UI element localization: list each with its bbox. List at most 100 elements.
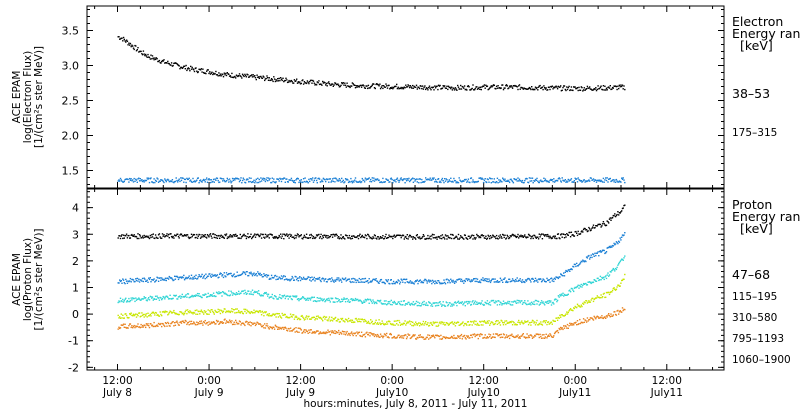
- proton-data-point: [166, 325, 168, 327]
- proton-data-point: [258, 293, 260, 295]
- proton-data-point: [532, 303, 534, 305]
- proton-data-point: [351, 281, 354, 283]
- electron-data-point: [326, 178, 328, 181]
- proton-data-point: [569, 324, 572, 326]
- proton-data-point: [151, 279, 154, 281]
- electron-data-point: [379, 181, 382, 183]
- proton-data-point: [534, 280, 536, 282]
- proton-data-point: [517, 233, 519, 236]
- electron-data-point: [345, 179, 347, 181]
- proton-data-point: [511, 304, 514, 306]
- proton-data-point: [604, 316, 606, 318]
- proton-data-point: [209, 273, 211, 275]
- electron-data-point: [184, 68, 186, 70]
- proton-data-point: [195, 294, 197, 296]
- proton-data-point: [231, 275, 233, 277]
- proton-data-point: [598, 223, 600, 226]
- proton-data-point: [440, 282, 442, 284]
- electron-data-point: [412, 177, 414, 179]
- electron-data-point: [330, 181, 332, 183]
- proton-data-point: [605, 224, 607, 227]
- electron-data-point: [450, 181, 453, 183]
- electron-data-point: [338, 86, 341, 88]
- electron-data-point: [486, 181, 488, 184]
- proton-data-point: [545, 234, 547, 236]
- proton-data-point: [509, 334, 511, 336]
- proton-data-point: [373, 323, 376, 325]
- proton-data-point: [361, 234, 363, 237]
- proton-data-point: [598, 317, 601, 319]
- proton-data-point: [453, 323, 455, 325]
- proton-data-point: [302, 236, 305, 238]
- electron-data-point: [428, 178, 430, 181]
- proton-data-point: [270, 274, 273, 277]
- proton-data-point: [276, 326, 278, 328]
- proton-data-point: [220, 273, 222, 275]
- proton-data-point: [390, 334, 392, 336]
- proton-data-point: [212, 275, 214, 277]
- electron-data-point: [623, 179, 625, 181]
- proton-data-point: [132, 278, 134, 281]
- proton-data-point: [241, 322, 244, 324]
- electron-data-point: [516, 86, 518, 88]
- proton-data-point: [385, 233, 387, 236]
- proton-data-point: [407, 238, 409, 240]
- proton-ytick-label: 0: [72, 308, 79, 321]
- proton-data-point: [595, 316, 598, 318]
- electron-data-point: [368, 177, 370, 179]
- electron-ytick-label: 2.5: [62, 95, 80, 108]
- proton-data-point: [185, 309, 187, 311]
- electron-data-point: [347, 179, 349, 181]
- proton-data-point: [148, 236, 150, 239]
- proton-data-point: [251, 311, 253, 313]
- proton-data-point: [309, 234, 311, 236]
- proton-data-point: [251, 237, 253, 240]
- electron-data-point: [357, 85, 360, 88]
- proton-data-point: [312, 332, 315, 334]
- proton-data-point: [579, 284, 581, 287]
- electron-data-point: [561, 177, 563, 179]
- proton-data-point: [476, 334, 478, 337]
- electron-data-point: [521, 181, 523, 183]
- proton-data-point: [272, 326, 274, 328]
- electron-data-point: [527, 181, 530, 184]
- proton-data-point: [118, 326, 120, 328]
- electron-data-point: [389, 87, 392, 89]
- electron-data-point: [188, 68, 190, 70]
- electron-data-point: [332, 85, 334, 87]
- electron-data-point: [288, 179, 290, 181]
- proton-data-point: [582, 303, 585, 305]
- electron-data-point: [353, 181, 355, 183]
- proton-data-point: [260, 233, 262, 235]
- proton-data-point: [293, 295, 296, 298]
- electron-data-point: [544, 88, 547, 90]
- electron-data-point: [323, 178, 325, 180]
- proton-data-point: [581, 321, 583, 324]
- proton-ytick-label: -2: [68, 361, 79, 374]
- proton-data-point: [325, 236, 327, 238]
- proton-data-point: [402, 300, 405, 302]
- proton-data-point: [235, 308, 237, 310]
- proton-data-point: [332, 331, 334, 333]
- proton-data-point: [214, 309, 216, 312]
- proton-data-point: [185, 320, 187, 322]
- proton-data-point: [296, 295, 298, 297]
- proton-data-point: [585, 284, 588, 286]
- electron-data-point: [432, 178, 434, 180]
- proton-data-point: [139, 316, 141, 318]
- proton-data-point: [325, 278, 327, 280]
- electron-data-point: [242, 74, 244, 77]
- proton-data-point: [122, 301, 125, 303]
- proton-data-point: [370, 321, 373, 324]
- proton-data-point: [240, 324, 242, 326]
- proton-data-point: [396, 319, 399, 322]
- proton-data-point: [624, 255, 626, 257]
- proton-data-point: [365, 332, 367, 334]
- electron-data-point: [551, 179, 553, 181]
- proton-data-point: [215, 319, 218, 322]
- electron-data-point: [621, 178, 624, 180]
- proton-data-point: [257, 290, 260, 292]
- proton-data-point: [183, 296, 186, 298]
- proton-data-point: [601, 296, 604, 298]
- proton-data-point: [462, 304, 464, 306]
